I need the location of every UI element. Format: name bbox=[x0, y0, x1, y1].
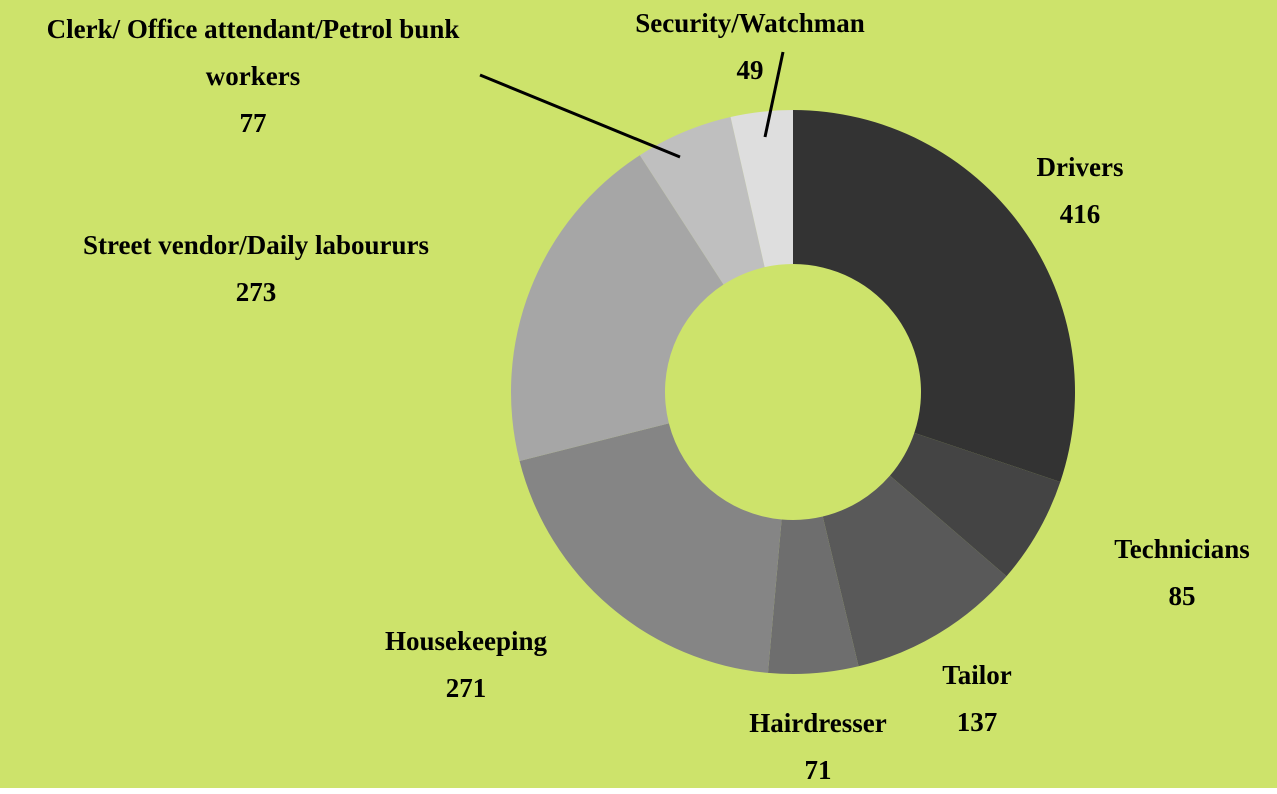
donut-slice bbox=[822, 475, 1007, 667]
category-name: Security/Watchman bbox=[635, 8, 865, 38]
category-name: Hairdresser bbox=[749, 708, 887, 738]
category-name: Technicians bbox=[1114, 534, 1250, 564]
value-label: 416 bbox=[1059, 199, 1101, 229]
value-label: 71 bbox=[804, 755, 832, 785]
donut-slice bbox=[793, 110, 1076, 482]
slice-label: Drivers 416 bbox=[980, 144, 1180, 238]
slice-label: Street vendor/Daily laboururs 273 bbox=[26, 222, 486, 316]
slice-label: Security/Watchman 49 bbox=[590, 0, 910, 94]
value-label: 273 bbox=[235, 277, 277, 307]
donut-slice bbox=[510, 155, 724, 461]
donut-slice bbox=[767, 516, 859, 675]
value-label: 271 bbox=[445, 673, 487, 703]
leader-line bbox=[479, 73, 681, 159]
value-label: 77 bbox=[239, 108, 267, 138]
category-name: Drivers bbox=[1036, 152, 1124, 182]
donut-slice bbox=[730, 110, 793, 268]
slice-label: Hairdresser 71 bbox=[708, 700, 928, 794]
donut-slice bbox=[889, 432, 1061, 577]
slice-label: Technicians 85 bbox=[1072, 526, 1277, 620]
donut-slice bbox=[519, 423, 782, 673]
donut-slice bbox=[639, 116, 765, 285]
slice-label: Clerk/ Office attendant/Petrol bunk work… bbox=[3, 6, 503, 147]
value-label: 85 bbox=[1168, 581, 1196, 611]
category-name: Clerk/ Office attendant/Petrol bunk work… bbox=[46, 14, 460, 91]
value-label: 137 bbox=[956, 707, 998, 737]
leader-line bbox=[763, 51, 785, 138]
slices bbox=[510, 110, 1076, 675]
slice-label: Housekeeping 271 bbox=[336, 618, 596, 712]
category-name: Street vendor/Daily laboururs bbox=[83, 230, 429, 260]
category-name: Tailor bbox=[942, 660, 1012, 690]
slice-label: Tailor 137 bbox=[907, 652, 1047, 746]
value-label: 49 bbox=[736, 55, 764, 85]
category-name: Housekeeping bbox=[384, 626, 548, 656]
